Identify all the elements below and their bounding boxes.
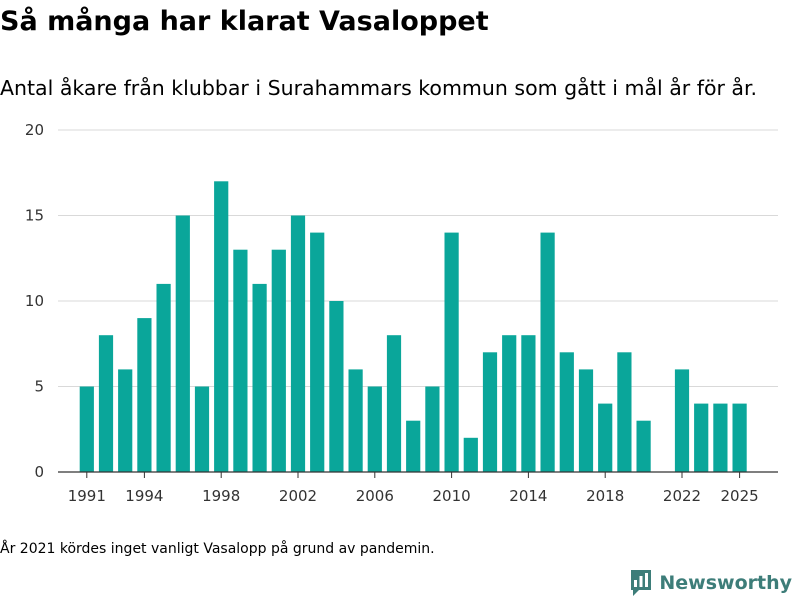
bar-2020 xyxy=(636,420,651,472)
bar-1993 xyxy=(118,369,133,472)
bar-2017 xyxy=(578,369,594,472)
bar-1997 xyxy=(194,386,210,472)
bar-2005 xyxy=(348,369,363,472)
bar-chart: 0 5 10 15 20 1991 1994 1998 2002 2006 2010 2014 2018… xyxy=(25,121,778,505)
bar-2016 xyxy=(559,352,574,472)
bar-2023 xyxy=(694,403,709,472)
bar-chart-logo-icon xyxy=(631,570,652,596)
chart-title: Så många har klarat Vasaloppet xyxy=(0,6,489,37)
bar-2003 xyxy=(310,232,325,472)
bar-2012 xyxy=(482,352,498,472)
bar-1995 xyxy=(156,283,171,472)
bar-2001 xyxy=(271,249,286,472)
y-tick-label-20: 20 xyxy=(25,121,44,139)
x-tick-label-2006: 2006 xyxy=(356,487,394,505)
bar-2008 xyxy=(406,420,421,472)
bar-2025 xyxy=(732,403,747,472)
bar-2011 xyxy=(463,437,478,472)
y-tick-label-0: 0 xyxy=(34,463,44,481)
x-tick-label-1994: 1994 xyxy=(125,487,163,505)
bar-1996 xyxy=(175,215,190,472)
x-tick-label-1998: 1998 xyxy=(202,487,240,505)
bar-2007 xyxy=(386,335,402,472)
axes: 0 5 10 15 20 1991 1994 1998 2002 2006 2010 2014 2018… xyxy=(25,121,778,505)
bar-2004 xyxy=(329,301,344,472)
bar-2006 xyxy=(367,386,382,472)
bar-2024 xyxy=(713,403,728,472)
bar-1999 xyxy=(233,249,248,472)
bar-2018 xyxy=(598,403,613,472)
bar-2019 xyxy=(617,352,632,472)
bar-2013 xyxy=(502,335,517,472)
x-tick-label-2025: 2025 xyxy=(721,487,759,505)
x-tick-label-2010: 2010 xyxy=(433,487,471,505)
bar-series xyxy=(79,181,747,473)
bar-2010 xyxy=(444,232,459,472)
y-tick-label-15: 15 xyxy=(25,207,44,225)
bar-1991 xyxy=(79,386,94,472)
bar-1998 xyxy=(214,181,229,473)
x-tick-label-2014: 2014 xyxy=(509,487,547,505)
brand-name: Newsworthy xyxy=(659,572,792,594)
bar-2022 xyxy=(674,369,690,472)
chart-subtitle: Antal åkare från klubbar i Surahammars k… xyxy=(0,76,758,100)
bar-2014 xyxy=(521,335,536,472)
x-tick-label-2018: 2018 xyxy=(586,487,624,505)
y-tick-label-5: 5 xyxy=(34,378,44,396)
x-tick-label-2022: 2022 xyxy=(663,487,701,505)
y-tick-label-10: 10 xyxy=(25,292,44,310)
footnote: År 2021 kördes inget vanligt Vasalopp på… xyxy=(0,541,435,557)
brand-logo: Newsworthy xyxy=(629,568,792,598)
bar-2009 xyxy=(425,386,440,472)
x-tick-label-2002: 2002 xyxy=(279,487,317,505)
bar-2002 xyxy=(290,215,306,472)
bar-1992 xyxy=(98,335,114,472)
bar-2015 xyxy=(540,232,555,472)
bar-1994 xyxy=(137,318,152,472)
x-tick-label-1991: 1991 xyxy=(68,487,106,505)
bar-2000 xyxy=(252,283,267,472)
